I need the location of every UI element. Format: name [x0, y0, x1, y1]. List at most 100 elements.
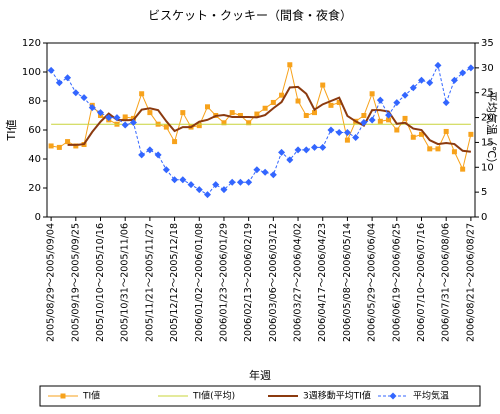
- point: [319, 143, 327, 151]
- x-tick-label: 2005/08/29～2005/09/04: [46, 223, 57, 342]
- x-tick-label: 2005/10/10～2005/10/16: [95, 223, 106, 342]
- point: [344, 137, 350, 143]
- x-tick-label: 2006/05/29～2006/06/04: [367, 223, 378, 342]
- chart-title: ビスケット・クッキー（間食・夜食）: [148, 8, 352, 23]
- point: [146, 146, 154, 154]
- point: [394, 127, 400, 133]
- point: [303, 113, 309, 118]
- x-tick-label: 2005/10/31～2005/11/06: [120, 223, 131, 342]
- y2-tick-label: 25: [481, 88, 494, 99]
- point: [220, 186, 228, 194]
- point: [286, 156, 294, 164]
- point: [237, 113, 243, 118]
- point: [262, 105, 268, 111]
- point: [311, 143, 318, 151]
- y2-axis-title: 平均気温（℃）: [485, 91, 499, 169]
- point: [180, 110, 186, 116]
- point: [163, 124, 169, 130]
- y-tick-label: 20: [28, 183, 41, 194]
- x-tick-label: 2006/01/23～2006/01/29: [218, 223, 229, 342]
- point: [410, 134, 416, 140]
- point: [312, 110, 317, 116]
- point: [80, 94, 88, 102]
- point: [205, 104, 210, 110]
- point: [195, 186, 203, 194]
- y-axis-title: TI値: [5, 120, 18, 142]
- x-tick-label: 2006/07/10～2006/07/16: [416, 223, 427, 342]
- point: [336, 99, 342, 105]
- plot-area: [46, 42, 476, 218]
- y-tick-label: 100: [22, 67, 41, 78]
- y-tick-label: 60: [28, 125, 41, 136]
- y-tick-label: 120: [22, 38, 41, 49]
- point: [229, 110, 235, 116]
- point: [352, 133, 360, 141]
- point: [443, 128, 449, 134]
- point: [294, 146, 302, 154]
- x-tick-label: 2005/09/19～2005/09/25: [70, 223, 81, 342]
- point: [129, 119, 137, 127]
- point: [460, 166, 466, 172]
- point: [376, 96, 384, 104]
- point: [139, 91, 145, 97]
- x-tick-label: 2006/03/27～2006/04/02: [293, 223, 304, 342]
- point: [418, 76, 425, 84]
- point: [279, 92, 285, 98]
- point: [88, 104, 96, 112]
- point: [368, 116, 376, 124]
- x-axis-title: 年週: [249, 368, 271, 382]
- y-tick-label: 0: [35, 212, 41, 223]
- point: [451, 149, 457, 155]
- point: [302, 146, 310, 154]
- y2-tick-label: 20: [481, 113, 494, 124]
- point: [171, 176, 179, 184]
- point: [386, 117, 392, 123]
- y2-tick-label: 5: [481, 187, 487, 198]
- point: [72, 89, 80, 97]
- y2-tick-label: 0: [481, 212, 487, 223]
- point: [369, 91, 375, 97]
- legend-label: TI値: [82, 390, 100, 402]
- point: [64, 74, 72, 82]
- x-tick-label: 2006/06/19～2006/06/25: [391, 223, 402, 342]
- point: [56, 144, 62, 150]
- x-tick-label: 2006/04/17～2006/04/23: [317, 223, 328, 342]
- x-tick-label: 2005/11/21～2005/11/27: [144, 223, 155, 342]
- point: [179, 176, 187, 184]
- x-tick-label: 2006/08/21～2006/08/27: [465, 223, 476, 342]
- y2-tick-label: 10: [481, 162, 494, 173]
- point: [73, 143, 79, 149]
- point: [121, 121, 129, 129]
- point: [269, 171, 277, 179]
- point: [47, 66, 55, 74]
- point: [97, 109, 104, 117]
- legend-label: 3週移動平均TI値: [303, 390, 371, 402]
- y2-tick-label: 15: [481, 137, 494, 148]
- x-tick-label: 2005/12/12～2005/12/18: [169, 223, 180, 342]
- point: [377, 118, 383, 124]
- point: [278, 148, 286, 156]
- point: [295, 98, 301, 104]
- point: [48, 143, 54, 149]
- point: [360, 119, 368, 127]
- point: [442, 99, 450, 107]
- point: [327, 126, 335, 134]
- point: [246, 120, 252, 126]
- point: [113, 114, 121, 122]
- point: [343, 128, 351, 136]
- series-line: [67, 85, 472, 153]
- legend-label: TI値(平均): [192, 390, 235, 402]
- point: [122, 114, 128, 120]
- series-line: [50, 63, 472, 196]
- point: [287, 62, 293, 68]
- point: [385, 111, 393, 119]
- point: [154, 151, 162, 159]
- legend-marker: [60, 393, 66, 399]
- point: [467, 64, 475, 72]
- legend-label: 平均気温: [413, 390, 449, 402]
- x-tick-label: 2006/02/13～2006/02/19: [243, 223, 254, 342]
- point: [328, 102, 334, 108]
- x-tick-label: 2006/07/31～2006/08/06: [441, 223, 452, 342]
- point: [212, 181, 220, 189]
